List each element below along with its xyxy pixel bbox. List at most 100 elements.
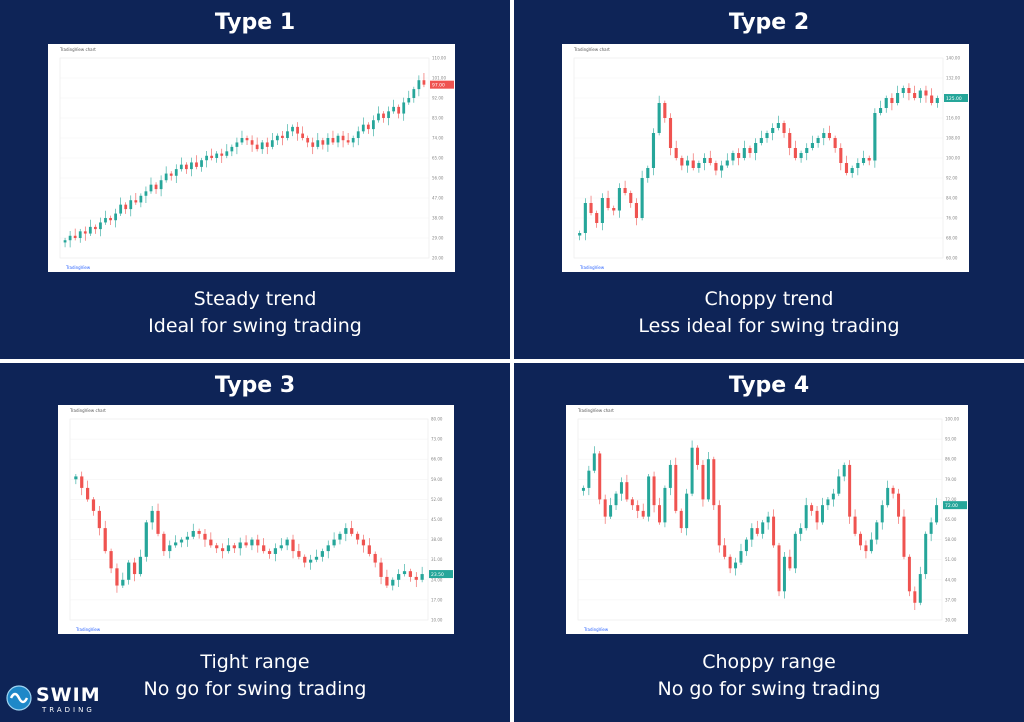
y-tick-label: 51.00 <box>945 557 957 562</box>
price-label-box <box>943 501 967 510</box>
candle-body <box>195 162 198 167</box>
candle-body <box>245 138 249 141</box>
candle-body <box>169 173 173 176</box>
candle-body <box>372 120 375 130</box>
candle-body <box>701 464 705 500</box>
y-tick-label: 68.00 <box>946 236 958 241</box>
candle-body <box>174 542 178 546</box>
candle-body <box>685 160 690 166</box>
candle-body <box>80 476 84 488</box>
candle-body <box>154 184 158 190</box>
candle-body <box>407 98 411 103</box>
chart-header: TradingView chart <box>59 47 96 52</box>
candle-body <box>115 568 119 586</box>
panel-caption: Choppy range No go for swing trading <box>514 649 1024 703</box>
y-tick-label: 20.00 <box>432 256 444 261</box>
candle-body <box>668 464 672 488</box>
y-tick-label: 52.00 <box>431 497 443 502</box>
panel-caption: Tight range No go for swing trading <box>0 649 510 703</box>
candle-body <box>697 163 701 168</box>
candle-body <box>232 545 236 549</box>
candle-body <box>748 148 752 153</box>
candle-body <box>641 510 645 517</box>
y-tick-label: 45.00 <box>431 517 443 522</box>
candle-body <box>897 493 901 517</box>
candle-body <box>776 123 780 128</box>
candle-body <box>804 505 808 529</box>
candle-body <box>617 188 621 211</box>
candle-body <box>303 556 307 563</box>
candle-body <box>788 133 792 148</box>
candle-body <box>657 505 661 523</box>
candle-body <box>595 213 599 223</box>
candle-body <box>203 533 207 540</box>
candle-body <box>191 530 195 537</box>
candle-body <box>907 556 911 592</box>
y-tick-label: 44.00 <box>945 577 957 582</box>
y-tick-label: 74.00 <box>432 136 444 141</box>
candle-body <box>267 551 272 554</box>
y-tick-label: 83.00 <box>432 116 444 121</box>
candle-body <box>149 184 153 192</box>
caption-line-1: Choppy range <box>702 651 836 673</box>
candle-body <box>215 153 219 158</box>
candle-body <box>886 487 890 506</box>
panel-title: Type 2 <box>728 10 810 35</box>
tradingview-mark: TradingView <box>75 627 101 632</box>
candle-body <box>350 528 354 534</box>
candle-body <box>850 168 854 173</box>
candle-body <box>377 113 380 121</box>
y-tick-label: 101.00 <box>432 76 446 81</box>
price-label: 72.00 <box>945 503 958 509</box>
y-tick-label: 140.00 <box>946 56 960 61</box>
candle-body <box>935 98 939 103</box>
candle-body <box>890 98 894 103</box>
candle-body <box>366 124 370 130</box>
candle-body <box>827 133 832 138</box>
y-tick-label: 58.00 <box>945 537 957 542</box>
candle-body <box>592 453 596 471</box>
candle-body <box>250 140 254 145</box>
candle-body <box>391 579 395 586</box>
candle-body <box>139 195 143 203</box>
candle-body <box>235 142 239 147</box>
candle-body <box>831 493 835 500</box>
y-tick-label: 93.00 <box>945 437 957 442</box>
caption-line-1: Choppy trend <box>704 288 834 310</box>
candle-body <box>902 516 906 557</box>
candle-body <box>238 542 242 549</box>
candle-body <box>91 499 96 511</box>
candle-body <box>578 233 582 236</box>
candle-body <box>225 151 229 156</box>
candle-body <box>296 126 299 134</box>
candle-body <box>793 148 797 158</box>
candle-body <box>867 158 871 161</box>
logo-word: SWIM <box>36 684 101 706</box>
chart-header: TradingView chart <box>69 408 106 413</box>
candle-body <box>321 140 325 145</box>
candle-body <box>839 148 843 163</box>
candle-body <box>725 160 729 166</box>
y-tick-label: 100.00 <box>945 417 959 422</box>
candle-body <box>891 487 895 494</box>
candle-body <box>74 476 78 480</box>
candle-body <box>629 193 633 203</box>
candle-body <box>842 464 846 477</box>
chart-svg: 20.00 29.00 38.00 47.00 56.00 65.00 74.00 83.00… <box>59 47 454 270</box>
candle-body <box>361 539 366 546</box>
price-label-box <box>430 80 454 89</box>
candle-body <box>355 533 360 540</box>
candle-body <box>338 533 342 540</box>
y-tick-label: 60.00 <box>946 256 958 261</box>
y-tick-label: 132.00 <box>946 76 960 81</box>
caption-line-2: No go for swing trading <box>143 678 367 700</box>
candle-body <box>754 143 758 153</box>
candle-body <box>244 542 248 546</box>
candle-body <box>285 539 289 546</box>
panel-type-1: Type 1 20.00 29.00 38.00 47.00 56.00 65.00 74.… <box>0 0 510 359</box>
candle-body <box>83 231 87 234</box>
chart-header: TradingView chart <box>577 408 614 413</box>
candle-body <box>162 533 166 552</box>
candle-body <box>744 539 748 552</box>
swim-logo-icon <box>6 685 32 711</box>
